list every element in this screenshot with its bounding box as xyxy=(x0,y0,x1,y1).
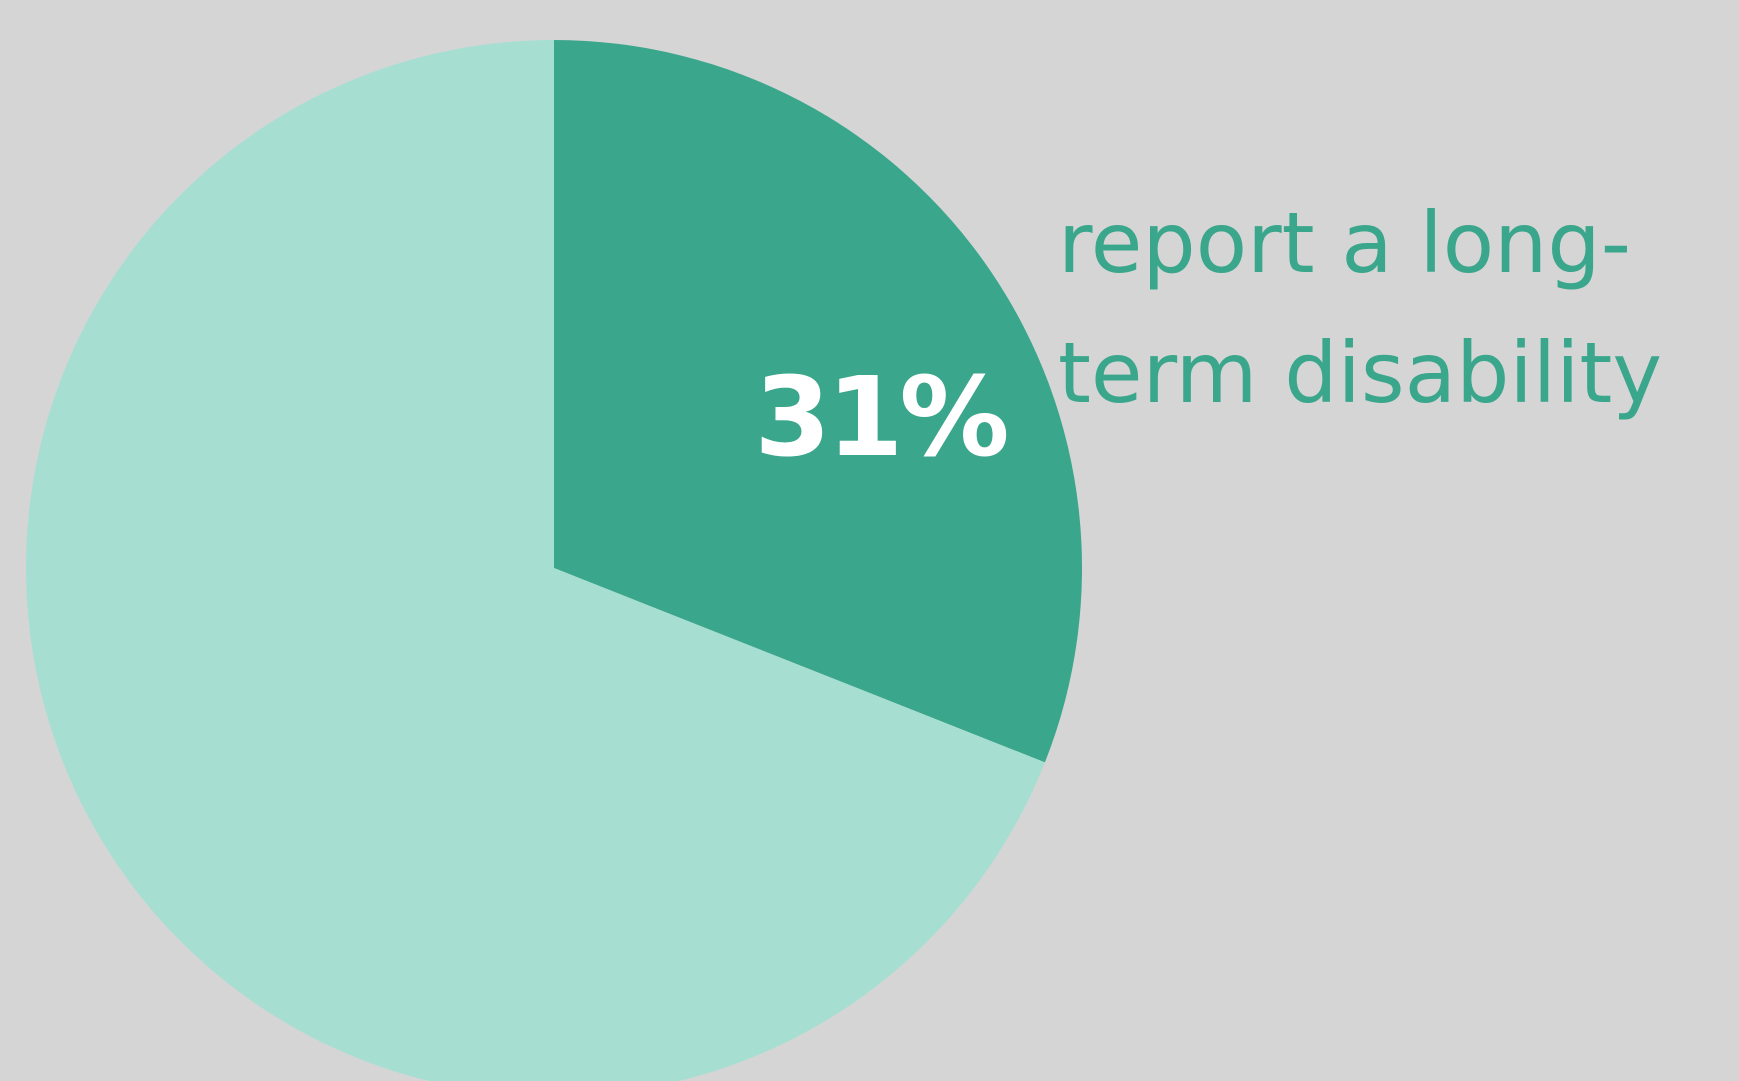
caption-line-2: term disability xyxy=(1058,324,1663,422)
pie-slice-2 xyxy=(26,40,1045,1081)
pie-slice-1 xyxy=(554,40,1083,763)
caption-line-1: report a long- xyxy=(1058,194,1632,292)
slice-value-label: 31% xyxy=(754,353,1006,481)
chart-caption: report a long- term disability xyxy=(1058,178,1738,438)
pie-slices xyxy=(26,40,1083,1081)
